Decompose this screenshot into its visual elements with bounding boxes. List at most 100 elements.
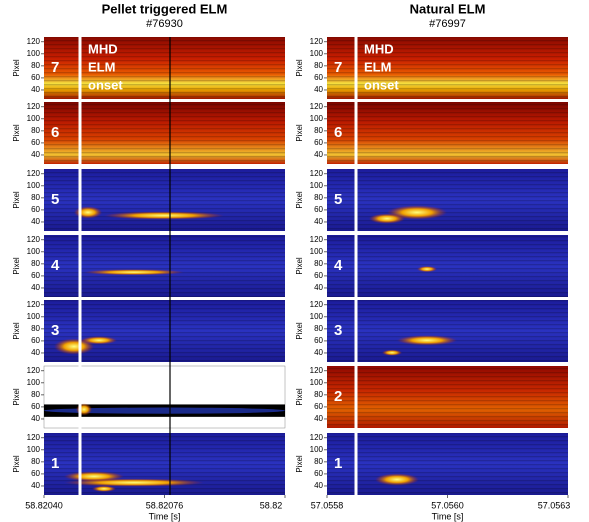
y-axis-label: Pixel (12, 59, 21, 77)
y-tick-label: 60 (314, 138, 323, 147)
y-tick-label: 40 (314, 348, 323, 357)
heatmap-band (44, 407, 285, 414)
y-tick-label: 120 (27, 235, 41, 244)
y-tick-label: 100 (310, 378, 324, 387)
y-tick-label: 40 (31, 283, 40, 292)
y-axis-label: Pixel (12, 124, 21, 142)
y-tick-label: 60 (31, 271, 40, 280)
y-tick-label: 100 (310, 445, 324, 454)
panel-label: 4 (51, 257, 60, 274)
panel-label: 1 (334, 455, 342, 472)
heatmap-texture (327, 235, 568, 297)
heatmap-blob (417, 266, 437, 273)
y-tick-label: 100 (310, 114, 324, 123)
panel-label: 3 (51, 322, 59, 339)
y-axis-label: Pixel (12, 455, 21, 473)
heatmap-blob (397, 335, 457, 346)
heatmap-texture (327, 169, 568, 231)
y-tick-label: 60 (31, 402, 40, 411)
y-tick-label: 40 (31, 414, 40, 423)
heatmap-texture (327, 102, 568, 164)
y-axis-label: Pixel (295, 191, 304, 209)
y-tick-label: 100 (310, 247, 324, 256)
y-tick-label: 80 (314, 126, 323, 135)
y-tick-label: 120 (310, 169, 324, 178)
heatmap-blob (375, 473, 419, 486)
y-tick-label: 120 (27, 300, 41, 309)
y-tick-label: 120 (310, 235, 324, 244)
y-tick-label: 120 (310, 37, 324, 46)
y-tick-label: 120 (310, 366, 324, 375)
y-tick-label: 120 (310, 300, 324, 309)
y-tick-label: 80 (314, 457, 323, 466)
panel-label: 4 (334, 257, 343, 274)
y-tick-label: 120 (27, 37, 41, 46)
x-tick-label: 58.82076 (146, 500, 184, 510)
column-title: Natural ELM (410, 1, 486, 16)
heatmap-blob (81, 336, 117, 345)
y-tick-label: 100 (27, 114, 41, 123)
shot-number: #76930 (146, 18, 183, 30)
y-tick-label: 80 (31, 457, 40, 466)
y-axis-label: Pixel (295, 257, 304, 275)
y-axis-label: Pixel (295, 124, 304, 142)
x-tick-label: 57.0563 (538, 500, 571, 510)
y-axis-label: Pixel (12, 322, 21, 340)
heatmap-blob (74, 206, 102, 219)
y-tick-label: 120 (27, 102, 41, 111)
heatmap-blob (84, 269, 184, 276)
y-tick-label: 120 (27, 433, 41, 442)
heatmap-blob (382, 349, 402, 356)
y-tick-label: 60 (314, 402, 323, 411)
y-tick-label: 40 (31, 85, 40, 94)
annotation: onset (364, 77, 399, 92)
y-tick-label: 80 (31, 61, 40, 70)
y-tick-label: 100 (310, 312, 324, 321)
panel-label: 1 (51, 455, 59, 472)
panel-label: 3 (334, 322, 342, 339)
annotation: ELM (364, 59, 391, 74)
y-tick-label: 80 (31, 324, 40, 333)
y-tick-label: 120 (310, 433, 324, 442)
panel-label: 2 (334, 388, 342, 405)
y-tick-label: 80 (31, 126, 40, 135)
panel-label: 7 (334, 59, 342, 76)
y-axis-label: Pixel (295, 388, 304, 406)
y-tick-label: 40 (314, 414, 323, 423)
y-tick-label: 100 (27, 445, 41, 454)
panel-label: 7 (51, 59, 59, 76)
y-tick-label: 60 (31, 138, 40, 147)
x-tick-label: 57.0558 (311, 500, 344, 510)
shot-number: #76997 (429, 18, 466, 30)
y-tick-label: 80 (31, 390, 40, 399)
y-axis-label: Pixel (12, 191, 21, 209)
x-tick-label: 58.82 (260, 500, 283, 510)
heatmap-texture (44, 37, 285, 99)
y-tick-label: 80 (31, 193, 40, 202)
y-tick-label: 80 (314, 193, 323, 202)
y-tick-label: 60 (314, 205, 323, 214)
y-tick-label: 120 (310, 102, 324, 111)
heatmap-blob (76, 403, 92, 416)
y-tick-label: 60 (31, 469, 40, 478)
y-tick-label: 40 (314, 85, 323, 94)
panel-label: 6 (334, 124, 342, 141)
x-tick-label: 57.0560 (431, 500, 464, 510)
y-tick-label: 100 (27, 378, 41, 387)
y-tick-label: 40 (31, 150, 40, 159)
y-tick-label: 40 (314, 283, 323, 292)
heatmap-blob (104, 211, 224, 220)
panel-label: 6 (51, 124, 59, 141)
y-tick-label: 80 (314, 390, 323, 399)
annotation: MHD (88, 41, 118, 56)
x-axis-label: Time [s] (149, 511, 181, 521)
y-axis-label: Pixel (295, 455, 304, 473)
annotation: MHD (364, 41, 394, 56)
heatmap-texture (44, 169, 285, 231)
y-tick-label: 80 (314, 259, 323, 268)
heatmap-texture (327, 366, 568, 428)
y-tick-label: 40 (314, 481, 323, 490)
heatmap-texture (44, 235, 285, 297)
panel-label: 5 (51, 191, 59, 208)
y-tick-label: 120 (27, 366, 41, 375)
